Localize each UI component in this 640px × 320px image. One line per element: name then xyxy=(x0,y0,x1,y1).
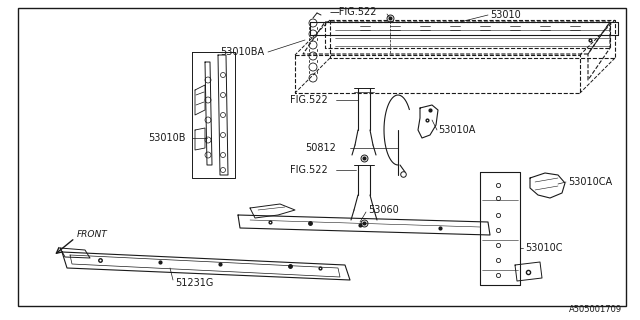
Text: A505001709: A505001709 xyxy=(569,306,622,315)
Text: 53010B: 53010B xyxy=(148,133,186,143)
Text: FRONT: FRONT xyxy=(77,229,108,238)
Text: 53010C: 53010C xyxy=(525,243,563,253)
Text: 53060: 53060 xyxy=(368,205,399,215)
Text: 53010A: 53010A xyxy=(438,125,476,135)
Polygon shape xyxy=(238,215,490,235)
Text: —FIG.522: —FIG.522 xyxy=(330,7,378,17)
Text: 53010BA: 53010BA xyxy=(220,47,264,57)
Text: 50812: 50812 xyxy=(305,143,336,153)
Text: FIG.522: FIG.522 xyxy=(290,95,328,105)
Polygon shape xyxy=(62,252,350,280)
Text: 53010CA: 53010CA xyxy=(568,177,612,187)
Text: FIG.522: FIG.522 xyxy=(290,165,328,175)
Text: 53010: 53010 xyxy=(490,10,521,20)
Polygon shape xyxy=(218,55,228,175)
Text: 51231G: 51231G xyxy=(175,278,213,288)
Polygon shape xyxy=(205,62,212,165)
